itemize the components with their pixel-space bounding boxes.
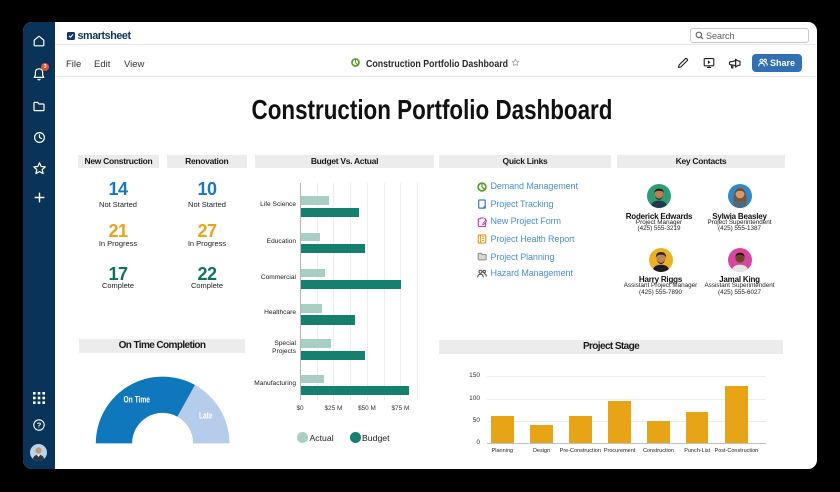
svg-text:On Time: On Time: [124, 395, 151, 405]
svg-text:Late: Late: [199, 411, 213, 421]
svg-text:?: ?: [36, 421, 41, 430]
